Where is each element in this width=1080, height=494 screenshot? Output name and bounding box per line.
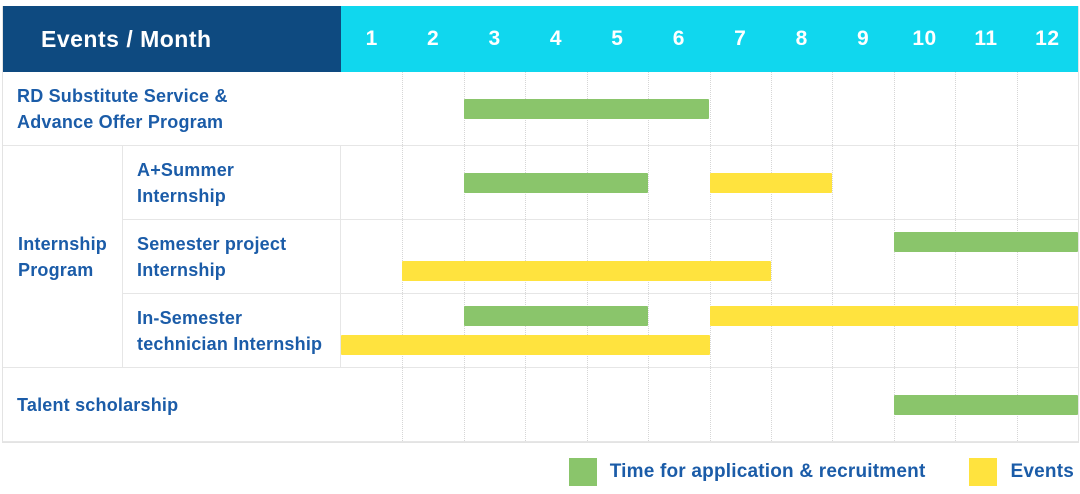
month-label: 3 [488, 27, 501, 50]
month-label: 4 [549, 27, 563, 50]
month-gridline [832, 220, 834, 293]
month-gridline [955, 294, 957, 367]
month-gridline [525, 220, 527, 293]
month-label: 7 [734, 27, 747, 50]
gantt-body: RD Substitute Service & Advance Offer Pr… [3, 72, 1078, 442]
month-gridline [709, 294, 711, 367]
month-gridline [1016, 220, 1018, 293]
gantt-bar-event [709, 173, 833, 193]
month-label: 12 [1035, 27, 1060, 50]
row-label-semester-project-internship: Semester project Internship [123, 220, 341, 294]
month-label: 8 [795, 27, 808, 50]
month-gridline [832, 368, 834, 441]
month-gridline [955, 220, 957, 293]
table-header-row: Events / Month 1 2 3 4 5 6 7 8 9 10 11 12 [3, 6, 1078, 72]
month-gridline [1016, 294, 1018, 367]
month-gridline [648, 146, 650, 219]
chart-row-a-plus-summer-internship [341, 146, 1078, 220]
month-gridline [709, 220, 711, 293]
gantt-table: Events / Month 1 2 3 4 5 6 7 8 9 10 11 12 RD Substi… [2, 6, 1079, 443]
row-group-label-internship-program: Internship Program [3, 146, 123, 368]
month-gridline [770, 220, 772, 293]
month-gridline [463, 220, 465, 293]
month-gridline [525, 294, 527, 367]
month-label: 10 [912, 27, 937, 50]
legend-item-application: Time for application & recruitment [568, 458, 926, 486]
legend: Time for application & recruitment Event… [568, 456, 1074, 488]
month-gridline [525, 368, 527, 441]
month-gridline [648, 220, 650, 293]
month-gridline [893, 72, 895, 145]
month-header-row: 1 2 3 4 5 6 7 8 9 10 11 12 [341, 6, 1078, 72]
month-gridline [832, 146, 834, 219]
month-gridline [1016, 72, 1018, 145]
month-gridline [832, 72, 834, 145]
chart-row-rd-substitute-service [341, 72, 1078, 146]
month-gridline [402, 72, 404, 145]
gantt-bar-application [463, 99, 710, 119]
legend-item-events: Events [969, 458, 1074, 486]
month-gridline [402, 220, 404, 293]
month-gridline [770, 294, 772, 367]
month-gridline [463, 294, 465, 367]
month-gridline [709, 368, 711, 441]
legend-swatch-application-icon [568, 458, 597, 486]
month-label: 2 [427, 27, 440, 50]
gantt-bar-application [893, 395, 1078, 415]
month-gridline [893, 146, 895, 219]
chart-row-talent-scholarship [341, 368, 1078, 442]
month-label: 9 [856, 27, 870, 50]
month-gridline [955, 146, 957, 219]
month-gridline [648, 294, 650, 367]
month-gridline [586, 294, 588, 367]
month-gridline [1016, 146, 1018, 219]
month-gridline [463, 368, 465, 441]
month-gridline [893, 294, 895, 367]
chart-row-semester-project-internship [341, 220, 1078, 294]
month-gridline [402, 294, 404, 367]
row-label-rd-substitute-service: RD Substitute Service & Advance Offer Pr… [3, 72, 341, 146]
month-label: 5 [611, 27, 624, 50]
row-label-talent-scholarship: Talent scholarship [3, 368, 341, 442]
month-gridline [402, 146, 404, 219]
gantt-bar-event [709, 306, 1078, 326]
legend-swatch-events-icon [969, 458, 998, 486]
events-month-header-cell: Events / Month [3, 6, 341, 72]
month-gridline [893, 220, 895, 293]
month-gridline [770, 72, 772, 145]
month-gridline [586, 368, 588, 441]
month-gridline [955, 72, 957, 145]
month-label: 6 [672, 27, 685, 50]
row-label-in-semester-technician-internship: In-Semester technician Internship [123, 294, 341, 368]
month-gridline [402, 368, 404, 441]
gantt-bar-event [341, 335, 710, 355]
gantt-bar-application [463, 306, 649, 326]
month-gridline [586, 220, 588, 293]
gantt-bar-application [463, 173, 649, 193]
month-gridline [832, 294, 834, 367]
month-label: 11 [974, 27, 998, 50]
month-gridline [709, 72, 711, 145]
chart-row-in-semester-technician-internship [341, 294, 1078, 368]
row-label-a-plus-summer-internship: A+Summer Internship [123, 146, 341, 220]
legend-label-application: Time for application & recruitment [609, 461, 926, 482]
month-gridline [770, 368, 772, 441]
month-gridline [648, 368, 650, 441]
gantt-bar-application [893, 232, 1078, 252]
gantt-bar-event [402, 261, 771, 281]
legend-label-events: Events [1010, 461, 1074, 482]
month-label: 1 [365, 27, 378, 50]
